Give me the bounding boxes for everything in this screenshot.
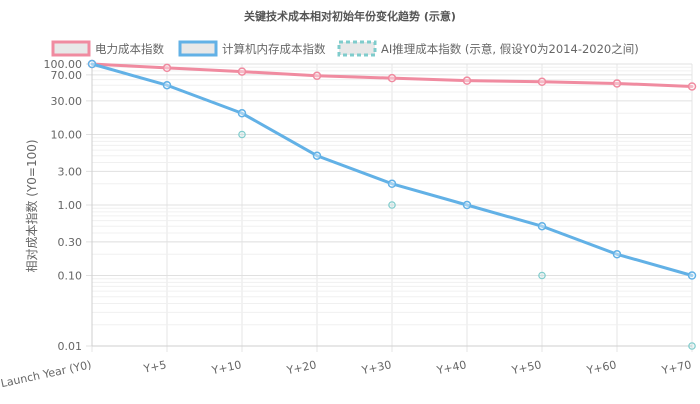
legend-label: 电力成本指数 [95,42,164,56]
data-point[interactable] [312,151,322,160]
y-axis-ticks: 0.01 0.10 0.30 1.00 3.00 10.00 30.00 70.00100.0… [44,58,83,353]
y-tick-label: 0.30 [58,236,83,249]
series-1 [87,59,697,280]
y-tick-label: 3.00 [58,165,83,178]
series-2 [238,130,696,350]
data-point[interactable] [312,71,322,81]
y-tick-label: 70.00 [51,69,83,82]
legend-label: AI推理成本指数 (示意, 假设Y0为2014-2020之间) [381,42,639,56]
x-tick-label: Y+70 [660,358,693,377]
data-point[interactable] [462,200,472,210]
series-layer [87,59,697,350]
data-point[interactable] [687,82,697,91]
data-point[interactable] [687,271,697,280]
series-line [90,62,694,88]
data-point[interactable] [387,73,397,83]
y-tick-label: 100.00 [44,58,83,71]
data-point[interactable] [162,80,172,90]
x-tick-label: Y+5 [142,358,168,376]
data-point[interactable] [162,63,172,73]
chart-title: 关键技术成本相对初始年份变化趋势 (示意) [244,9,456,23]
legend-item-0[interactable]: 电力成本指数 [51,40,164,57]
scatter-point[interactable] [238,130,246,139]
x-tick-label: Launch Year (Y0) [0,358,93,390]
y-axis-label: 相对成本指数 (Y0=100) [24,139,39,272]
legend-item-1[interactable]: 计算机内存成本指数 [178,40,326,57]
series-line [90,62,694,277]
data-point[interactable] [537,77,547,87]
x-tick-label: Y+60 [585,358,618,377]
series-0 [87,59,697,91]
legend-swatch [51,40,91,57]
x-axis-ticks: Launch Year (Y0) Y+5 Y+10 Y+20 Y+30 Y+40 Y+50 Y… [0,358,693,390]
scatter-point[interactable] [688,342,696,350]
data-point[interactable] [87,59,97,69]
x-tick-label: Y+20 [285,358,318,377]
data-point[interactable] [237,109,247,118]
x-tick-label: Y+40 [435,358,468,377]
grid-lines [86,63,693,352]
y-tick-label: 0.01 [58,340,83,353]
y-tick-label: 10.00 [51,129,83,142]
y-tick-label: 1.00 [58,199,83,212]
data-point[interactable] [462,76,472,85]
legend-label: 计算机内存成本指数 [222,42,326,56]
legend-swatch [337,40,377,57]
x-tick-label: Y+10 [210,358,243,377]
x-tick-label: Y+30 [360,358,393,377]
data-point[interactable] [612,250,622,259]
scatter-point[interactable] [538,271,546,280]
data-point[interactable] [237,67,247,76]
y-tick-label: 30.00 [51,95,83,108]
scatter-point[interactable] [388,201,396,209]
data-point[interactable] [387,179,397,189]
data-point[interactable] [537,221,547,231]
legend-swatch [178,40,218,57]
y-tick-label: 0.10 [58,270,83,283]
legend-item-2[interactable]: AI推理成本指数 (示意, 假设Y0为2014-2020之间) [337,40,639,57]
legend[interactable]: 电力成本指数 计算机内存成本指数 AI推理成本指数 (示意, 假设Y0为2014-2… [51,40,639,57]
x-tick-label: Y+50 [510,358,543,377]
data-point[interactable] [612,79,622,88]
